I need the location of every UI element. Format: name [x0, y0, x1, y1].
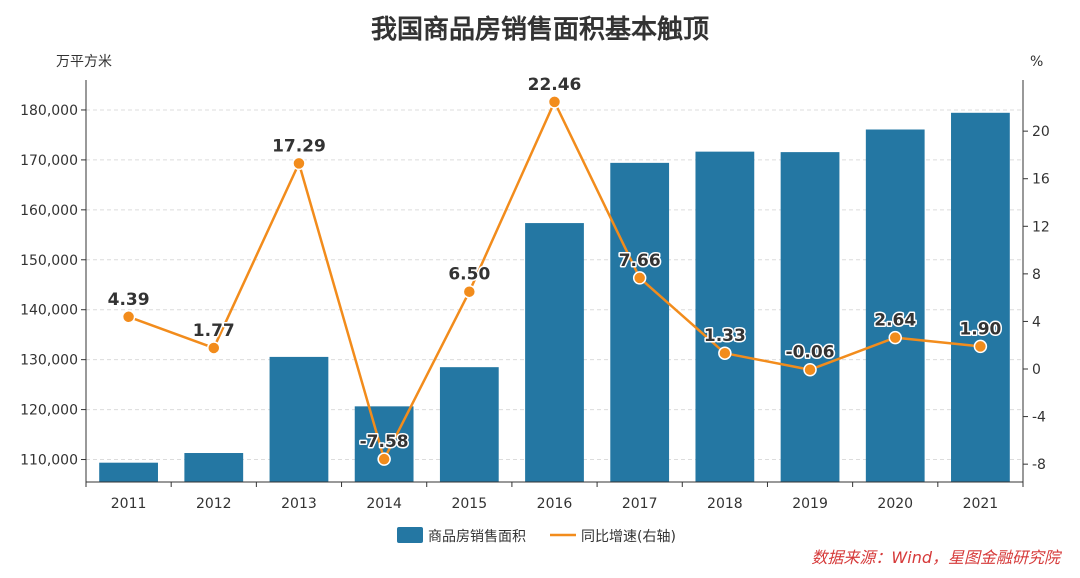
data-labels: 4.39 1.77 17.29 -7.58 6.50 22.46 7.66 1.33 -0.06… — [106, 73, 1003, 453]
data-label-2011: 4.39 — [108, 290, 150, 310]
x-tick-label: 2020 — [877, 496, 913, 512]
point-2013 — [292, 156, 306, 171]
data-label-2013: 17.29 — [272, 136, 326, 156]
bar-2020 — [865, 129, 925, 482]
right-tick-label: 0 — [1032, 362, 1041, 378]
data-label-2021: 1.90 — [959, 319, 1001, 339]
bar-2017 — [610, 162, 670, 483]
point-2019 — [803, 362, 817, 377]
x-tick-label: 2014 — [366, 496, 402, 512]
data-label-2018: 1.33 — [704, 326, 746, 346]
left-tick-label: 110,000 — [20, 453, 78, 469]
point-2015 — [462, 284, 477, 299]
data-label-2014: -7.58 — [360, 432, 409, 452]
left-tick-label: 140,000 — [20, 303, 78, 319]
axes: 110,000 120,000 130,000 140,000 150,000 160,0… — [20, 80, 1050, 512]
x-tick-label: 2018 — [707, 496, 743, 512]
left-axis-unit: 万平方米 — [56, 54, 112, 70]
point-2011 — [121, 310, 136, 324]
point-2017 — [632, 271, 647, 285]
data-label-2016: 22.46 — [528, 75, 582, 95]
point-2016 — [547, 95, 562, 109]
x-tick-label: 2012 — [196, 496, 232, 512]
point-2012 — [207, 341, 221, 355]
bar-2011 — [99, 462, 158, 482]
left-tick-label: 150,000 — [20, 253, 78, 269]
left-tick-label: 170,000 — [20, 153, 78, 169]
legend-swatch-bar — [397, 527, 423, 543]
data-label-2015: 6.50 — [448, 265, 490, 285]
data-label-2012: 1.77 — [193, 321, 235, 341]
legend-label-line: 同比增速(右轴) — [581, 529, 676, 545]
point-2020 — [888, 330, 902, 345]
right-tick-label: -8 — [1032, 457, 1046, 473]
left-tick-label: 130,000 — [20, 353, 78, 369]
bar-2016 — [525, 223, 584, 483]
right-axis-unit: % — [1030, 54, 1043, 70]
bar-2012 — [184, 453, 244, 482]
right-tick-label: -4 — [1032, 410, 1046, 426]
right-tick-label: 12 — [1032, 219, 1050, 235]
data-label-2019: -0.06 — [786, 343, 835, 363]
bar-series — [99, 112, 1010, 483]
bar-2018 — [695, 151, 755, 482]
right-tick-label: 8 — [1032, 267, 1041, 283]
right-tick-label: 16 — [1032, 172, 1050, 188]
bar-2021 — [951, 112, 1010, 482]
bar-2015 — [439, 367, 499, 482]
chart-title: 我国商品房销售面积基本触顶 — [371, 14, 709, 45]
point-2018 — [718, 346, 732, 360]
source-note: 数据来源：Wind，星图金融研究院 — [811, 548, 1063, 567]
legend: 商品房销售面积 同比增速(右轴) — [397, 527, 676, 545]
x-tick-label: 2015 — [451, 496, 487, 512]
point-2014 — [377, 452, 391, 466]
legend-label-bar: 商品房销售面积 — [428, 529, 526, 545]
left-tick-label: 120,000 — [20, 403, 78, 419]
left-tick-label: 180,000 — [20, 103, 78, 119]
x-tick-label: 2013 — [281, 496, 317, 512]
x-tick-label: 2017 — [622, 496, 658, 512]
x-tick-label: 2021 — [963, 496, 999, 512]
x-tick-label: 2016 — [537, 496, 573, 512]
x-tick-label: 2011 — [111, 496, 147, 512]
left-tick-label: 160,000 — [20, 203, 78, 219]
data-label-2017: 7.66 — [619, 251, 661, 271]
point-2021 — [973, 339, 988, 354]
bar-2019 — [780, 152, 840, 482]
data-label-2020: 2.64 — [874, 311, 916, 331]
right-tick-label: 20 — [1032, 124, 1050, 140]
x-tick-label: 2019 — [792, 496, 828, 512]
bar-2013 — [269, 356, 329, 482]
right-tick-label: 4 — [1032, 314, 1041, 330]
line-series — [121, 95, 988, 466]
